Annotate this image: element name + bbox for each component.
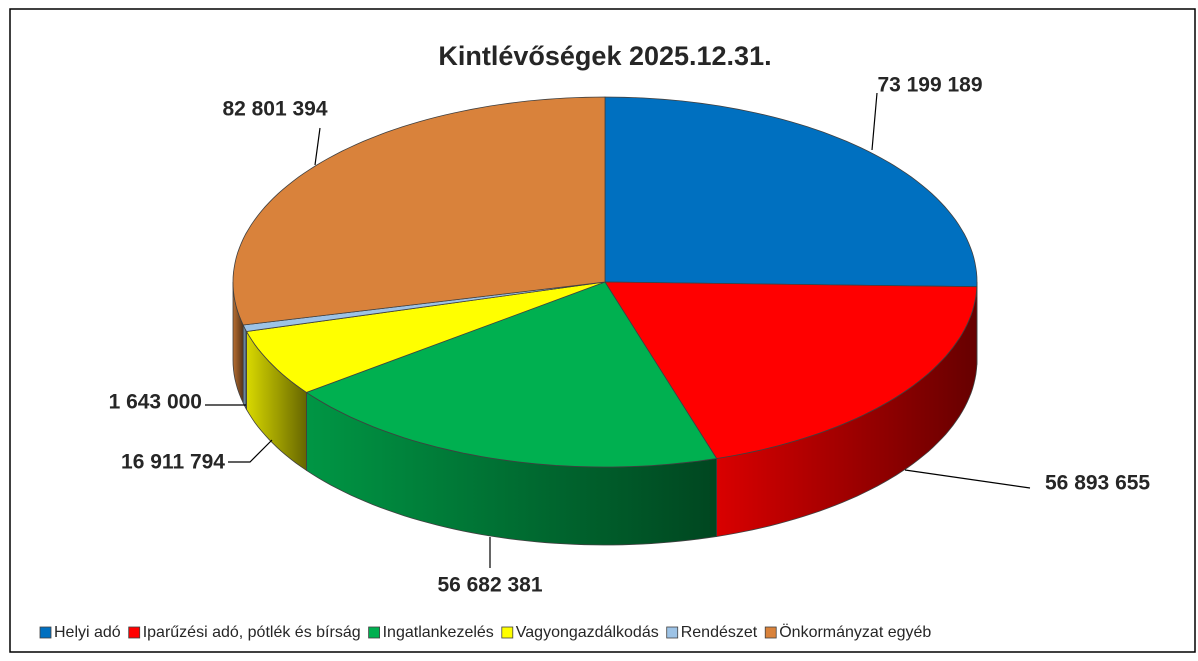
data-label: 16 911 794 <box>121 451 225 474</box>
legend-label: Rendészet <box>681 624 758 641</box>
legend-label: Helyi adó <box>54 624 121 641</box>
leader-line <box>904 469 1031 489</box>
slice <box>232 96 606 326</box>
slice <box>604 96 978 288</box>
data-label: 73 199 189 <box>877 74 982 97</box>
chart-title: Kintlévőségek 2025.12.31. <box>438 41 771 71</box>
legend-swatch <box>39 626 52 639</box>
data-label: 1 643 000 <box>109 391 202 414</box>
legend-swatch <box>368 626 381 639</box>
slice <box>245 281 606 393</box>
data-label: 56 682 381 <box>437 574 542 597</box>
leader-line <box>228 439 273 463</box>
slice <box>604 281 978 459</box>
legend-label: Önkormányzat egyéb <box>779 623 931 641</box>
legend-swatch <box>501 626 514 639</box>
data-label: 82 801 394 <box>222 98 327 121</box>
slice-side <box>242 324 247 410</box>
legend-label: Iparűzési adó, pótlék és bírság <box>143 624 361 641</box>
slice <box>305 281 718 468</box>
data-label: 56 893 655 <box>1045 472 1150 495</box>
legend-label: Ingatlankezelés <box>383 624 494 641</box>
leader-line <box>314 127 321 166</box>
legend-swatch <box>764 626 777 639</box>
legend-swatch <box>666 626 679 639</box>
legend-label: Vagyongazdálkodás <box>516 624 659 641</box>
leader-line <box>871 92 878 151</box>
legend-swatch <box>128 626 141 639</box>
